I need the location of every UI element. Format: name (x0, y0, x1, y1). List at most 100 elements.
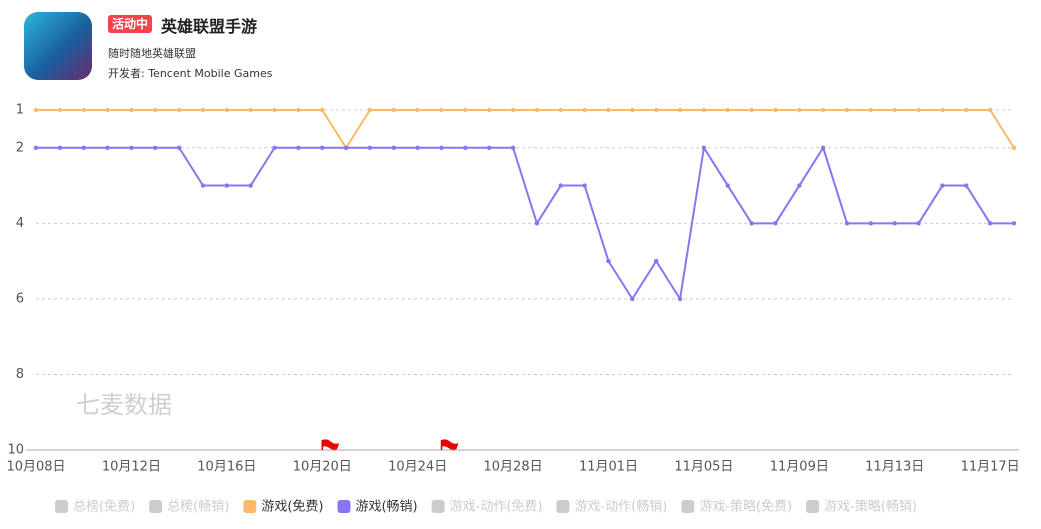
point (296, 145, 301, 150)
point (57, 107, 63, 113)
point (820, 145, 826, 150)
y-tick-label: 8 (16, 367, 24, 382)
legend-swatch (337, 500, 351, 513)
point (582, 183, 587, 188)
point (892, 221, 897, 226)
point (272, 145, 277, 150)
legend-item[interactable]: 游戏-动作(免费) (431, 500, 543, 515)
legend-label: 总榜(免费) (73, 499, 135, 515)
legend-item[interactable]: 游戏(畅销) (337, 500, 418, 515)
point (677, 107, 683, 113)
point (415, 107, 420, 113)
point (272, 107, 277, 113)
point (463, 145, 468, 150)
point (534, 221, 540, 226)
point (200, 183, 206, 188)
y-tick-label: 6 (16, 291, 24, 306)
legend-item[interactable]: 总榜(免费) (55, 499, 135, 515)
flag-cloth (441, 439, 459, 450)
y-tick-label: 2 (16, 140, 24, 155)
legend-swatch (681, 500, 695, 513)
y-tick-label: 4 (16, 216, 24, 231)
x-tick-label: 11月05日 (674, 460, 733, 475)
legend-swatch (431, 500, 445, 513)
series-line (36, 109, 1015, 150)
legend-item[interactable]: 游戏-动作(畅销) (556, 500, 667, 515)
point (797, 183, 802, 188)
badge: 活动中 (108, 15, 153, 33)
legend-item[interactable]: 游戏-策略(免费) (681, 499, 792, 515)
point (343, 145, 349, 150)
point (105, 107, 110, 113)
point (57, 145, 63, 150)
developer: 开发者: Tencent Mobile Games (108, 67, 273, 80)
point (773, 107, 778, 113)
point (987, 221, 993, 226)
point (463, 107, 468, 113)
point (844, 221, 850, 226)
legend-item[interactable]: 总榜(畅销) (149, 499, 229, 515)
legend-swatch (556, 500, 570, 513)
legend-item[interactable]: 游戏-策略(畅销) (806, 499, 917, 515)
point (81, 145, 86, 150)
legend-swatch (55, 500, 68, 513)
point (916, 107, 921, 113)
point (176, 107, 182, 113)
subtitle: 随时随地英雄联盟 (108, 47, 196, 60)
series-line (36, 144, 1014, 302)
legend-label: 游戏(畅销) (355, 500, 417, 515)
point (534, 107, 540, 113)
x-tick-label: 11月09日 (770, 460, 829, 475)
app-icon (24, 12, 92, 80)
x-tick-label: 11月13日 (865, 460, 924, 475)
x-tick-label: 10月08日 (6, 460, 65, 475)
point (630, 107, 635, 113)
point (153, 145, 158, 150)
point (868, 107, 874, 113)
point (797, 107, 802, 113)
point (606, 107, 611, 113)
x-tick-label: 10月16日 (197, 460, 256, 475)
point (510, 145, 516, 150)
point (868, 221, 874, 226)
point (487, 145, 492, 150)
point (320, 145, 325, 150)
x-tick-label: 10月12日 (102, 460, 161, 475)
point (105, 145, 110, 150)
x-tick-label: 11月17日 (961, 460, 1020, 475)
app-title: 英雄联盟手游 (161, 17, 258, 36)
point (773, 221, 778, 226)
point (81, 107, 86, 113)
point (701, 107, 707, 113)
point (940, 183, 945, 188)
legend-item[interactable]: 游戏(免费) (243, 500, 323, 515)
point (439, 107, 444, 113)
point (892, 107, 897, 113)
legend-label: 游戏-动作(免费) (450, 500, 543, 515)
point (701, 145, 707, 150)
point (653, 258, 659, 264)
point (725, 183, 730, 188)
point (558, 183, 563, 188)
point (916, 221, 921, 226)
point (153, 107, 158, 113)
point (964, 183, 969, 188)
flag-cloth (322, 439, 340, 450)
point (200, 107, 206, 113)
legend-swatch (806, 500, 820, 513)
point (582, 107, 587, 113)
point (510, 107, 516, 113)
point (391, 145, 397, 150)
point (129, 107, 134, 113)
point (1011, 221, 1017, 226)
point (224, 183, 230, 188)
point (367, 145, 373, 150)
point (33, 107, 39, 113)
point (606, 258, 611, 264)
y-tick-label: 10 (7, 443, 24, 458)
event-flag (440, 439, 459, 450)
legend-label: 游戏(免费) (261, 500, 323, 515)
point (558, 107, 563, 113)
